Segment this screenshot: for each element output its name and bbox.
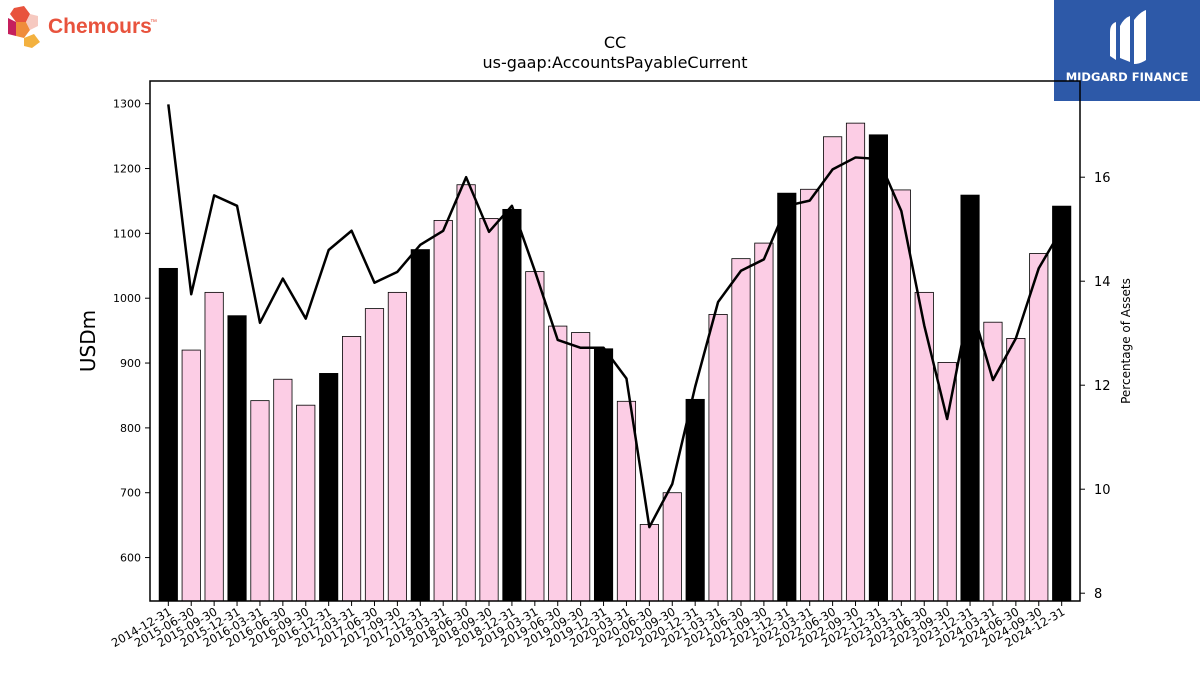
y-tick-label-1300: 1300 — [113, 98, 141, 111]
y-tick-label-700: 700 — [120, 487, 141, 500]
bar-2024-03-31 — [983, 321, 1003, 602]
y-tick-label-1100: 1100 — [113, 227, 141, 240]
midgard-finance-logo-mark: MIDGARD FINANCE — [1066, 10, 1189, 84]
bar-2017-09-30 — [387, 291, 407, 602]
bar-2019-12-31 — [593, 348, 614, 602]
bar-2023-12-31 — [960, 194, 980, 602]
bar-2022-06-30 — [823, 136, 843, 602]
bar-2016-03-31 — [250, 400, 270, 602]
bar-2018-09-30 — [479, 218, 499, 602]
bar-2015-06-30 — [181, 349, 201, 602]
y2-tick-label-16: 16 — [1094, 171, 1111, 186]
plot-frame — [149, 80, 1081, 602]
bar-2022-03-31 — [800, 188, 820, 602]
bar-2023-03-31 — [891, 189, 911, 602]
bar-2022-12-31 — [868, 134, 888, 602]
bar-2016-06-30 — [273, 378, 293, 602]
bar-2018-12-31 — [502, 208, 522, 602]
y2-tick-label-10: 10 — [1094, 483, 1111, 498]
y-axis-label: USDm — [76, 310, 100, 372]
bar-2021-12-31 — [777, 192, 797, 602]
bar-2023-06-30 — [914, 291, 934, 602]
y-tick-label-600: 600 — [120, 552, 141, 565]
y2-tick-label-14: 14 — [1094, 275, 1111, 290]
y-tick-label-900: 900 — [120, 357, 141, 370]
bar-2018-06-30 — [456, 184, 476, 602]
bar-series — [158, 122, 1072, 602]
y-tick-label-800: 800 — [120, 422, 141, 435]
bar-2016-09-30 — [296, 404, 316, 602]
line-series — [167, 104, 1063, 529]
bar-2017-12-31 — [410, 249, 430, 602]
bar-2020-09-30 — [662, 492, 682, 602]
line-percentage-of-assets — [167, 104, 1063, 529]
chart-subtitle: us-gaap:AccountsPayableCurrent — [482, 53, 747, 72]
chemours-logo-mark: Chemours ™ — [8, 6, 157, 48]
chemours-logo: Chemours ™ — [4, 4, 164, 50]
bar-2022-09-30 — [845, 122, 866, 602]
bar-2024-09-30 — [1029, 253, 1049, 602]
chart-title: CC — [604, 33, 626, 52]
midgard-finance-logo-text: MIDGARD FINANCE — [1066, 70, 1189, 84]
bar-2020-12-31 — [685, 398, 705, 602]
bar-2019-06-30 — [548, 325, 568, 602]
bar-2023-09-30 — [937, 361, 957, 602]
bar-2015-09-30 — [204, 291, 224, 602]
y-tick-label-1000: 1000 — [113, 292, 141, 305]
y2-tick-label-8: 8 — [1094, 587, 1102, 602]
midgard-finance-logo: MIDGARD FINANCE — [1054, 0, 1200, 101]
bar-2021-09-30 — [754, 242, 774, 602]
bar-2024-06-30 — [1006, 338, 1026, 602]
bar-2017-03-31 — [342, 336, 362, 602]
bar-2014-12-31 — [158, 267, 178, 602]
bar-2024-12-31 — [1052, 205, 1072, 602]
bar-2021-06-30 — [731, 258, 751, 602]
bar-2017-06-30 — [364, 308, 385, 602]
bar-2020-03-31 — [616, 400, 637, 602]
chemours-logo-tm: ™ — [150, 19, 157, 26]
bar-2018-03-31 — [433, 219, 453, 602]
bar-2020-06-30 — [639, 524, 659, 602]
bar-2019-03-31 — [525, 271, 545, 602]
y2-axis-label: Percentage of Assets — [1119, 278, 1133, 404]
y2-tick-label-12: 12 — [1094, 379, 1111, 394]
bar-2016-12-31 — [319, 373, 339, 602]
bar-2015-12-31 — [227, 315, 247, 602]
chemours-logo-text: Chemours — [48, 15, 152, 38]
bar-2019-09-30 — [571, 332, 591, 602]
y-tick-label-1200: 1200 — [113, 163, 141, 176]
bar-2021-03-31 — [708, 314, 728, 602]
